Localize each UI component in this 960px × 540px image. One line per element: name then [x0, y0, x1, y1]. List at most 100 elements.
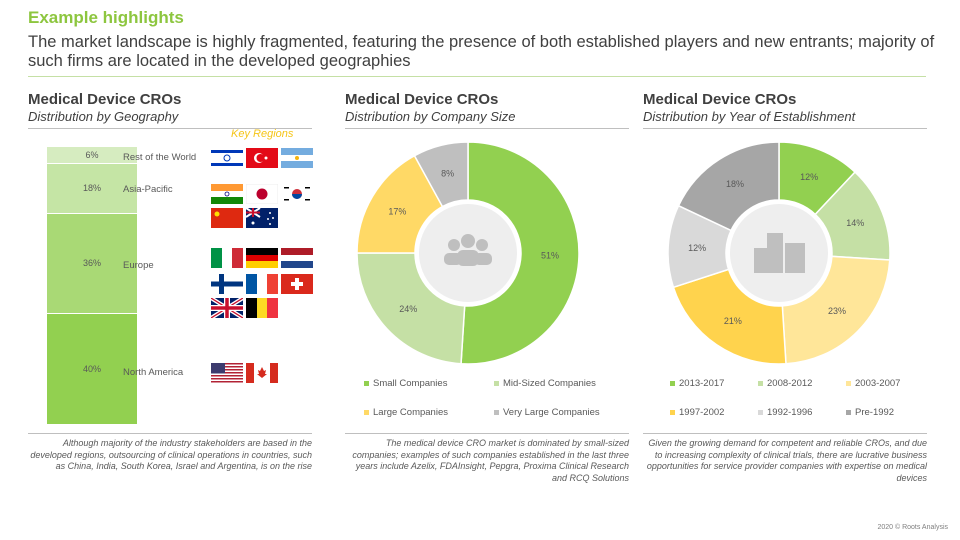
donut-data-label: 21% [724, 316, 742, 326]
legend-swatch [846, 381, 851, 386]
company-size-donut: 51% 24% 17% 8% [356, 141, 580, 365]
donut-data-label: 51% [541, 251, 559, 261]
panel-geo-note: Although majority of the industry stakeh… [30, 438, 312, 471]
bar-data-label: 18% [82, 183, 101, 194]
legend-label: 2003-2007 [855, 378, 901, 389]
flag-germany-icon [246, 248, 278, 268]
flag-india-icon [211, 184, 243, 204]
flag-israel-icon [211, 148, 243, 168]
flag-turkey-icon [246, 148, 278, 168]
legend-label: 2008-2012 [767, 378, 813, 389]
flag-australia-icon [246, 208, 278, 228]
flag-switzerland-icon [281, 274, 313, 294]
flag-canada-icon [246, 363, 278, 383]
geography-stacked-bar: 40% 36% 18% 6% [47, 147, 137, 425]
page-subtitle: The market landscape is highly fragmente… [28, 33, 935, 70]
donut-slice-very-large-companies [413, 141, 469, 208]
flag-argentina-icon [281, 148, 313, 168]
flag-netherlands-icon [281, 248, 313, 268]
donut-data-label: 23% [828, 306, 846, 316]
legend-item: 2013-2017 [670, 378, 758, 389]
bar-data-label: 6% [85, 149, 99, 160]
flag-france-icon [246, 274, 278, 294]
legend-swatch [364, 381, 369, 386]
flag-south-korea-icon [281, 184, 313, 204]
donut-data-label: 14% [846, 218, 864, 228]
donut-data-label: 12% [800, 172, 818, 182]
legend-swatch [494, 381, 499, 386]
legend-swatch [670, 410, 675, 415]
donut-slice-1997-2002 [672, 268, 787, 365]
panel-geo-heading: Medical Device CROs [28, 91, 182, 108]
bar-data-label: 36% [82, 258, 101, 269]
donut-data-label: 17% [388, 206, 406, 216]
divider [345, 128, 629, 129]
key-regions-label: Key Regions [231, 128, 294, 140]
legend-item: 1997-2002 [670, 407, 758, 418]
region-label: Europe [123, 260, 154, 271]
divider [345, 433, 629, 434]
bar-segment-asia-pacific: 18% [47, 163, 137, 214]
legend-swatch [846, 410, 851, 415]
bar-segment-europe: 36% [47, 213, 137, 314]
legend-label: 2013-2017 [679, 378, 725, 389]
legend-swatch [364, 410, 369, 415]
legend-item: Pre-1992 [846, 407, 934, 418]
legend-swatch [758, 410, 763, 415]
panel-size-heading: Medical Device CROs [345, 91, 499, 108]
company-size-legend: Small Companies Mid-Sized Companies Large … [364, 378, 634, 418]
bar-segment-rest-of-the-world: 6% [47, 147, 137, 164]
legend-label: Very Large Companies [503, 407, 600, 418]
divider [643, 433, 927, 434]
donut-data-label: 24% [399, 304, 417, 314]
donut-data-label: 18% [726, 179, 744, 189]
flag-japan-icon [246, 184, 278, 204]
panel-size-subheading: Distribution by Company Size [345, 109, 516, 124]
people-icon [444, 234, 492, 266]
panel-size-note: The medical device CRO market is dominat… [352, 438, 629, 483]
flag-china-icon [211, 208, 243, 228]
panel-year-heading: Medical Device CROs [643, 91, 797, 108]
year-donut: 12% 14% 23% 21% 12% 18% [667, 141, 891, 365]
flag-italy-icon [211, 248, 243, 268]
page-title: Example highlights [28, 8, 184, 27]
panel-geo-subheading: Distribution by Geography [28, 109, 179, 124]
legend-label: Pre-1992 [855, 407, 895, 418]
legend-swatch [758, 381, 763, 386]
legend-item: Small Companies [364, 378, 494, 389]
flag-united-kingdom-icon [211, 298, 243, 318]
donut-slice-small-companies [460, 141, 580, 365]
bar-segment-north-america: 40% [47, 313, 137, 425]
legend-label: 1997-2002 [679, 407, 725, 418]
legend-label: 1992-1996 [767, 407, 813, 418]
bar-data-label: 40% [82, 363, 101, 374]
region-label: Rest of the World [123, 152, 197, 163]
flag-united-states-icon [211, 363, 243, 383]
divider [643, 128, 927, 129]
donut-data-label: 12% [688, 243, 706, 253]
donut-slice-pre-1992 [677, 141, 780, 232]
year-legend: 2013-2017 2008-2012 2003-2007 1997-2002 1992… [670, 378, 940, 418]
region-label: Asia-Pacific [123, 184, 173, 195]
legend-item: Mid-Sized Companies [494, 378, 624, 389]
legend-swatch [670, 381, 675, 386]
legend-label: Large Companies [373, 407, 448, 418]
flag-finland-icon [211, 274, 243, 294]
legend-item: Very Large Companies [494, 407, 624, 418]
divider [28, 433, 312, 434]
legend-swatch [494, 410, 499, 415]
legend-label: Small Companies [373, 378, 448, 389]
donut-data-label: 8% [441, 169, 454, 179]
donut-slice-mid-sized-companies [356, 252, 466, 365]
footer-copyright: 2020 © Roots Analysis [877, 524, 948, 531]
legend-item: 2008-2012 [758, 378, 846, 389]
donut-slice-2003-2007 [781, 255, 891, 365]
legend-label: Mid-Sized Companies [503, 378, 596, 389]
divider [28, 76, 926, 77]
buildings-icon [754, 233, 805, 273]
panel-year-note: Given the growing demand for competent a… [646, 438, 927, 483]
legend-item: Large Companies [364, 407, 494, 418]
panel-year-subheading: Distribution by Year of Establishment [643, 109, 856, 124]
divider [28, 128, 312, 129]
legend-item: 1992-1996 [758, 407, 846, 418]
